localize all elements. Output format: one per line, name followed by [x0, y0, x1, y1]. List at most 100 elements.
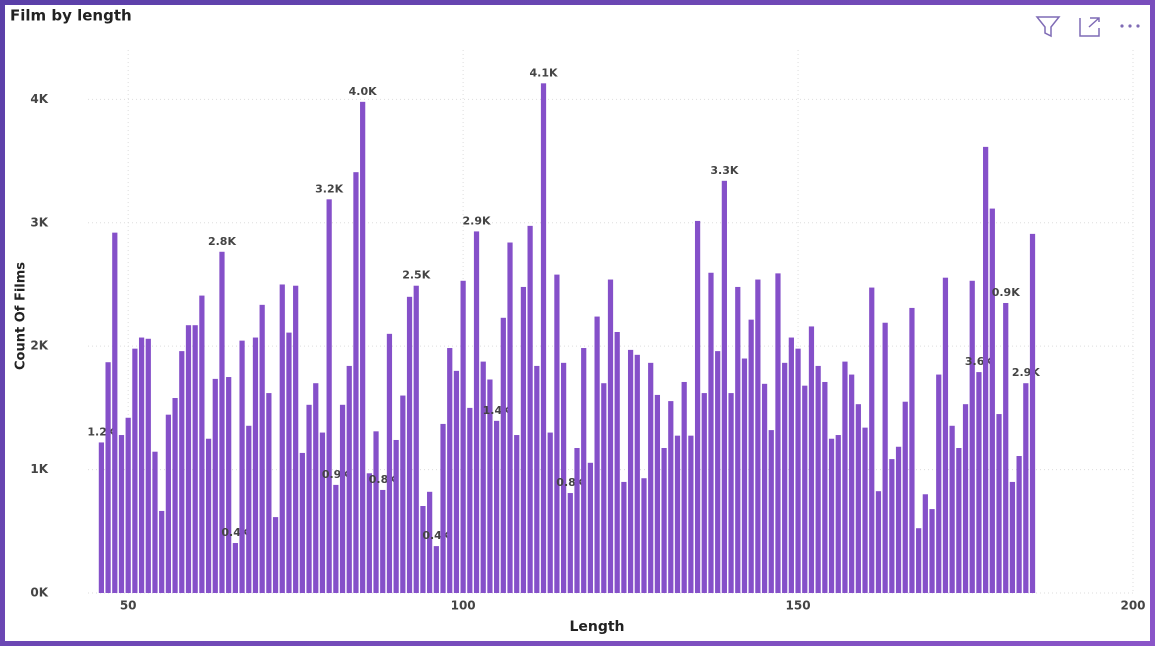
- bar: [118, 435, 125, 593]
- bar: [360, 101, 366, 593]
- bar: [467, 407, 473, 593]
- data-label: 0.9K: [992, 286, 1020, 299]
- bar: [138, 337, 145, 593]
- bar: [668, 401, 674, 593]
- bar: [922, 494, 928, 593]
- more-icon[interactable]: [1120, 24, 1140, 28]
- bar: [125, 417, 131, 593]
- bar: [507, 242, 513, 593]
- data-label: 3.3K: [710, 164, 738, 177]
- bar: [936, 374, 942, 593]
- bar: [694, 220, 701, 594]
- bar: [976, 372, 982, 593]
- bar: [212, 378, 218, 593]
- bar: [614, 331, 620, 593]
- bar: [306, 404, 312, 593]
- data-label: 2.8K: [208, 235, 236, 248]
- data-label: 4.0K: [349, 85, 377, 98]
- x-tick-label: 200: [1120, 599, 1145, 613]
- bar: [494, 420, 500, 593]
- bar: [748, 319, 754, 593]
- bar: [339, 404, 346, 593]
- y-tick-label: 4K: [30, 92, 48, 106]
- bar: [313, 383, 319, 593]
- bar: [400, 395, 406, 593]
- bar: [299, 452, 305, 593]
- y-tick-label: 1K: [30, 462, 48, 476]
- bar: [755, 279, 761, 593]
- bar: [366, 473, 372, 593]
- bar: [909, 307, 915, 593]
- bar: [1029, 233, 1036, 593]
- bar: [721, 180, 727, 593]
- bar: [715, 351, 721, 593]
- bar: [929, 509, 935, 593]
- bar: [540, 83, 547, 593]
- data-label: 2.5K: [402, 269, 430, 282]
- bar: [527, 225, 533, 593]
- bar: [433, 546, 439, 593]
- data-label: 0.8K: [369, 473, 397, 486]
- bar: [996, 414, 1002, 593]
- bar: [172, 398, 178, 593]
- bar: [902, 401, 908, 593]
- bar: [239, 340, 245, 593]
- toolbar[interactable]: [1035, 16, 1140, 38]
- bar: [1009, 481, 1016, 593]
- focus-icon[interactable]: [1079, 17, 1100, 37]
- bar: [782, 362, 788, 593]
- bar: [447, 348, 453, 593]
- bar: [788, 337, 794, 593]
- filter-icon[interactable]: [1035, 16, 1061, 38]
- bar: [1023, 383, 1029, 593]
- bar: [132, 348, 138, 593]
- bar: [453, 370, 460, 593]
- data-label: 2.9K: [1012, 366, 1040, 379]
- bar: [246, 425, 252, 593]
- bar: [688, 435, 694, 593]
- bar: [393, 439, 399, 593]
- bar: [607, 279, 614, 593]
- bar: [862, 427, 868, 593]
- bar: [427, 491, 433, 593]
- bar: [654, 394, 661, 593]
- bar: [179, 351, 185, 593]
- y-tick-label: 3K: [30, 215, 48, 229]
- bar: [326, 199, 332, 593]
- bar: [252, 337, 259, 593]
- bar: [286, 332, 292, 593]
- bar: [815, 365, 821, 593]
- y-axis-title: Count Of Films: [14, 262, 29, 370]
- bar: [165, 414, 171, 593]
- bar: [192, 325, 198, 593]
- y-tick-label: 0K: [30, 586, 48, 600]
- data-label: 1.4K: [483, 404, 511, 417]
- data-label: 0.9K: [322, 468, 350, 481]
- bar: [567, 493, 573, 593]
- bar: [373, 431, 379, 593]
- bar: [259, 304, 265, 593]
- bar: [547, 432, 553, 593]
- x-axis-title: Length: [569, 619, 624, 635]
- bar: [279, 284, 285, 593]
- bar: [487, 379, 493, 593]
- bar: [105, 362, 111, 593]
- bar: [661, 447, 667, 593]
- bar: [989, 208, 995, 593]
- bar: [152, 451, 158, 593]
- bar: [1016, 456, 1022, 593]
- bar: [674, 435, 681, 593]
- bar: [346, 365, 352, 593]
- data-label: 4.1K: [530, 66, 558, 79]
- bar: [802, 385, 808, 593]
- x-tick-label: 150: [786, 599, 811, 613]
- bar: [795, 348, 801, 593]
- bar: [916, 528, 922, 593]
- bar: [480, 361, 486, 593]
- data-label: 3.6K: [965, 355, 993, 368]
- bar: [145, 338, 151, 593]
- bar: [942, 277, 949, 593]
- bar: [681, 381, 687, 593]
- bar: [406, 296, 413, 593]
